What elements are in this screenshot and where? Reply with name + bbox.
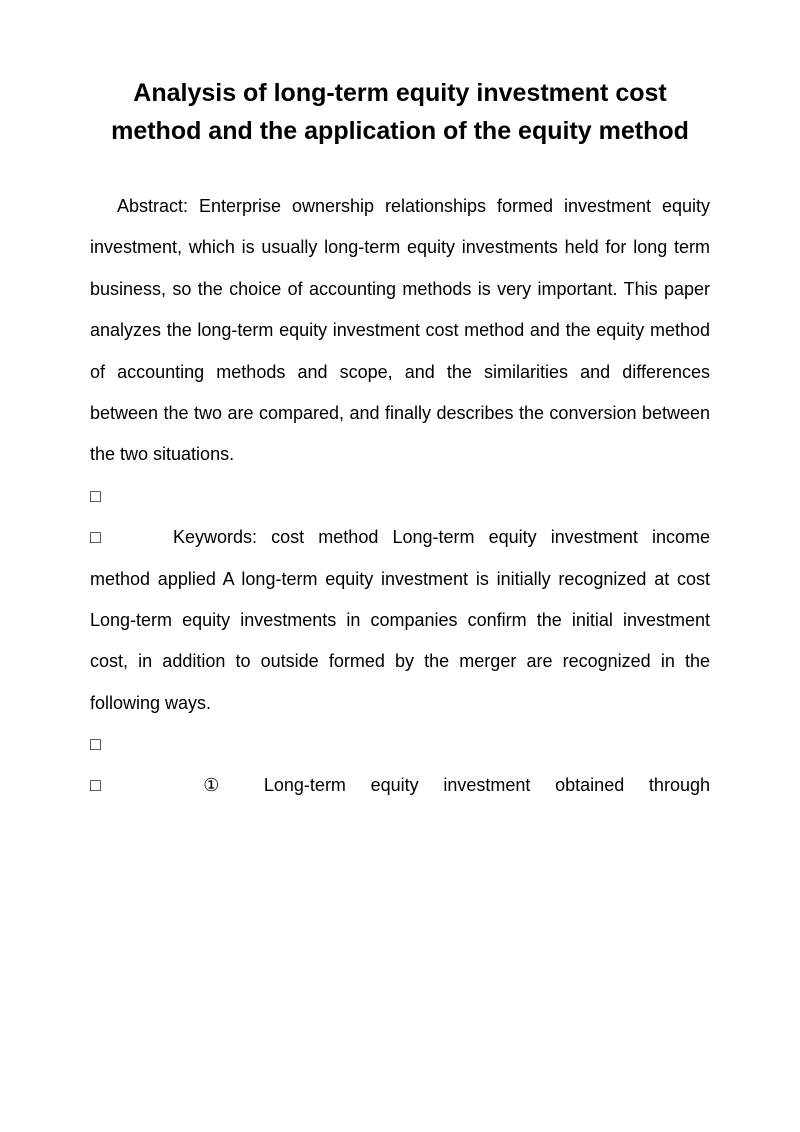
keywords-text: Keywords: cost method Long-term equity i… [90,527,710,713]
item-1-paragraph: □ ① Long-term equity investment obtained … [90,765,710,806]
item-1-text: Long-term equity investment obtained thr… [264,775,710,795]
abstract-paragraph: Abstract: Enterprise ownership relations… [90,186,710,476]
square-bullet-icon: □ [90,775,121,795]
square-bullet-icon: □ [90,734,101,754]
document-title: Analysis of long-term equity investment … [90,75,710,150]
item-1-prefix: ① [184,775,240,795]
keywords-paragraph: □Keywords: cost method Long-term equity … [90,517,710,724]
bullet-spacer-2: □ [90,724,710,765]
square-bullet-icon: □ [90,486,101,506]
square-bullet-icon: □ [90,527,110,547]
bullet-spacer-1: □ [90,476,710,517]
